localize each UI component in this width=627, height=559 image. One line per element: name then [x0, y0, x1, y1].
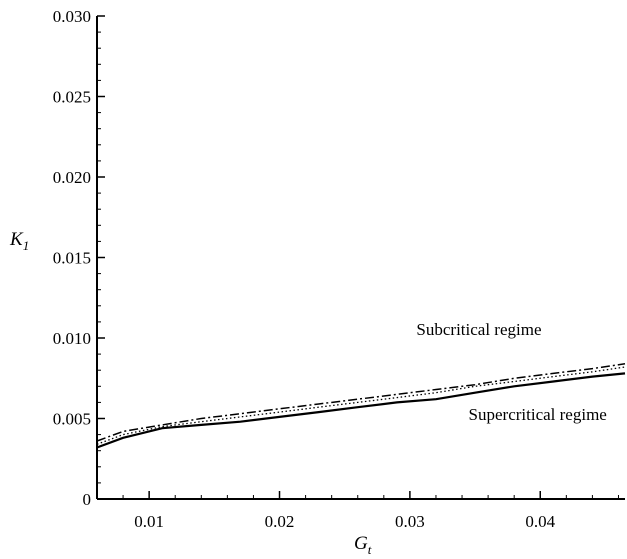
y-tick-label: 0.005	[53, 410, 91, 429]
x-axis-label-main: G	[354, 533, 368, 554]
y-tick-label: 0.025	[53, 88, 91, 107]
x-axis-label-sub: t	[368, 542, 372, 557]
annotation-subcritical: Subcritical regime	[416, 320, 541, 339]
y-tick-label: 0.010	[53, 329, 91, 348]
series-line-dotted	[96, 366, 626, 445]
ticks: 0 0.005 0.010 0.015 0.020 0.025 0.030 0.01 0.02 0…	[53, 7, 619, 531]
x-tick-label: 0.03	[395, 512, 425, 531]
x-axis-label: Gt	[354, 533, 372, 557]
y-tick-label: 0.030	[53, 7, 91, 26]
y-axis-label-main: K	[9, 229, 24, 250]
x-tick-label: 0.04	[525, 512, 555, 531]
y-axis-label: K1	[9, 229, 29, 253]
y-tick-label: 0.015	[53, 249, 91, 268]
labels: K1 Gt Subcritical regime Supercritical r…	[9, 229, 607, 557]
y-tick-label: 0.020	[53, 168, 91, 187]
y-tick-label: 0	[83, 490, 92, 509]
series-group	[96, 363, 626, 449]
x-tick-label: 0.01	[134, 512, 164, 531]
x-tick-label: 0.02	[265, 512, 295, 531]
annotation-supercritical: Supercritical regime	[469, 405, 607, 424]
series-line-dashdot	[96, 363, 626, 442]
series-line-solid	[96, 372, 626, 449]
y-axis-label-sub: 1	[23, 238, 30, 253]
